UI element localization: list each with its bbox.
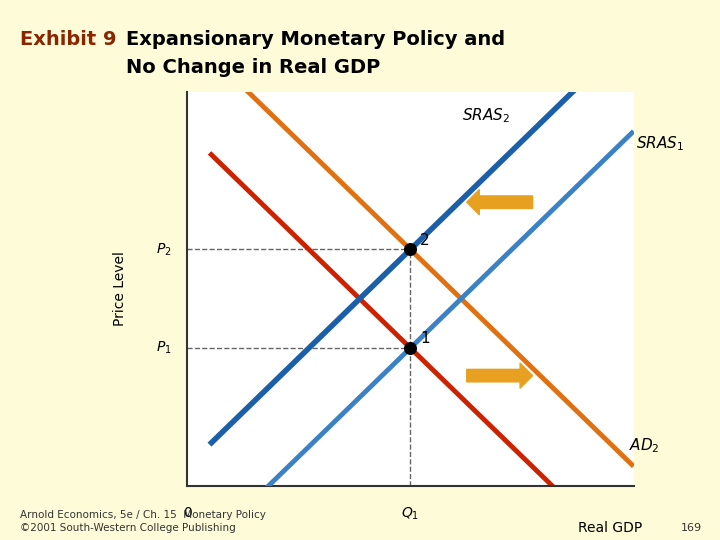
Point [405,343,416,352]
Text: Expansionary Monetary Policy and: Expansionary Monetary Policy and [126,30,505,49]
Text: Arnold Economics, 5e / Ch. 15  Monetary Policy: Arnold Economics, 5e / Ch. 15 Monetary P… [20,510,266,521]
Text: $AD_2$: $AD_2$ [629,436,660,455]
Text: Real GDP: Real GDP [578,522,642,536]
Text: $SRAS_2$: $SRAS_2$ [462,106,510,125]
Text: $P_1$: $P_1$ [156,340,171,356]
Text: $Q_1$: $Q_1$ [401,505,420,522]
Text: Price Level: Price Level [113,252,127,326]
Text: 2: 2 [420,233,430,247]
Text: Exhibit 9: Exhibit 9 [20,30,117,49]
Text: No Change in Real GDP: No Change in Real GDP [126,58,380,77]
Text: $P_2$: $P_2$ [156,241,171,258]
Text: 169: 169 [681,523,702,533]
Point [405,245,416,254]
Text: $SRAS_1$: $SRAS_1$ [636,134,684,153]
Text: ©2001 South-Western College Publishing: ©2001 South-Western College Publishing [20,523,236,533]
Text: 1: 1 [420,331,430,346]
Text: 0: 0 [183,505,192,519]
